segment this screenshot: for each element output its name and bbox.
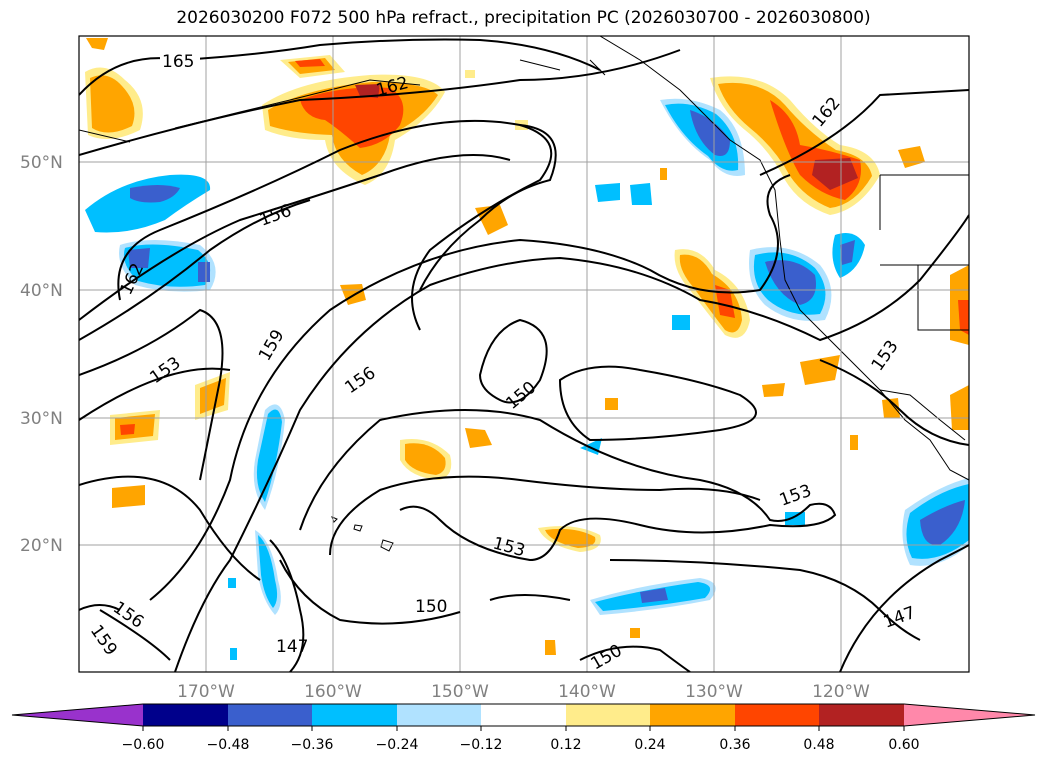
lat-label-30n: 30°N [20,409,63,429]
contour-label: 147 [276,637,308,657]
colorbar: −0.60 −0.48 −0.36 −0.24 −0.12 0.12 0.24 … [11,703,1036,753]
refractivity-contours [79,38,969,672]
colorbar-tick-label: −0.24 [376,737,419,753]
colorbar-segment [904,704,1035,726]
lat-label-50n: 50°N [20,153,63,173]
colorbar-segment [397,704,481,726]
colorbar-segment [735,704,819,726]
colorbar-segment [12,704,143,726]
colorbar-tick-label: −0.12 [460,737,503,753]
contour-label: 165 [162,52,194,72]
contour-label: 150 [415,597,447,617]
longitude-labels: 170°W 160°W 150°W 140°W 130°W 120°W [177,682,870,702]
lon-label-170w: 170°W [177,682,235,702]
map-title: 2026030200 F072 500 hPa refract., precip… [176,8,871,28]
colorbar-tick-label: −0.48 [207,737,250,753]
colorbar-tick-label: 0.36 [719,737,750,753]
lon-label-150w: 150°W [431,682,489,702]
gridlines [79,36,969,672]
colorbar-segment [650,704,735,726]
colorbar-segment [312,704,397,726]
colorbar-segment [566,704,650,726]
lat-label-20n: 20°N [20,536,63,556]
colorbar-tick-label: 0.24 [634,737,665,753]
colorbar-tick-label: −0.36 [291,737,334,753]
map-background [79,36,969,672]
map-frame [78,35,970,673]
lon-label-160w: 160°W [304,682,362,702]
lon-label-120w: 120°W [812,682,870,702]
lat-label-40n: 40°N [20,281,63,301]
colorbar-segment [481,704,566,726]
colorbar-segment [143,704,228,726]
lon-label-130w: 130°W [685,682,743,702]
colorbar-segment [819,704,904,726]
lon-label-140w: 140°W [558,682,616,702]
colorbar-tick-label: 0.12 [550,737,581,753]
colorbar-tick-label: 0.60 [888,737,919,753]
colorbar-segment [228,704,312,726]
colorbar-tick-label: −0.60 [122,737,165,753]
latitude-labels: 50°N 40°N 30°N 20°N [20,153,63,556]
colorbar-tick-label: 0.48 [803,737,834,753]
